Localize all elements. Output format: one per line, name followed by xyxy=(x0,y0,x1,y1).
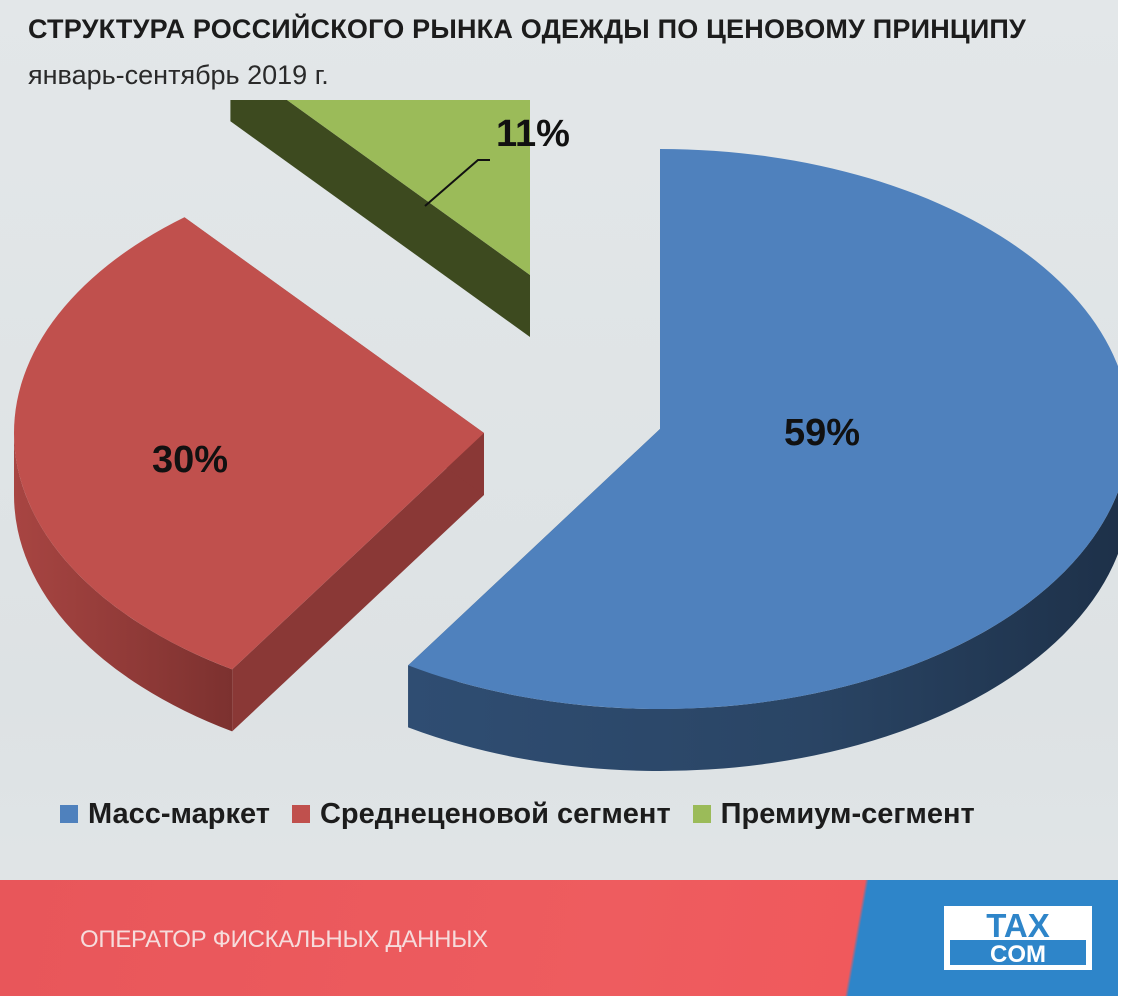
pie-slice xyxy=(13,217,485,670)
taxcom-logo: TAX COM xyxy=(944,906,1092,970)
pie-slice-side xyxy=(408,491,1118,771)
footer-text: ОПЕРАТОР ФИСКАЛЬНЫХ ДАННЫХ xyxy=(80,926,488,953)
pie-data-label: 11% xyxy=(496,113,570,155)
legend-label: Премиум-сегмент xyxy=(720,797,975,830)
pie-data-label: 30% xyxy=(152,439,228,481)
pie-slice-wall xyxy=(232,433,484,732)
logo-text-bottom: COM xyxy=(990,941,1046,968)
legend-label: Среднеценовой сегмент xyxy=(319,797,671,830)
pie-slice xyxy=(408,149,1118,709)
legend-swatch xyxy=(692,805,711,823)
pie-slice-side xyxy=(14,433,233,732)
page-margin xyxy=(1118,0,1136,996)
legend-item-premium: Премиум-сегмент xyxy=(692,797,975,831)
label-leader-line xyxy=(424,159,490,207)
pie-slice xyxy=(286,100,530,275)
chart-subtitle: январь-сентябрь 2019 г. xyxy=(28,60,329,90)
legend-swatch xyxy=(60,805,78,823)
legend-item-mid-price: Среднеценовой сегмент xyxy=(291,797,671,831)
pie-chart: 59% 30% 11% xyxy=(13,100,1118,771)
logo-text-top: TAX xyxy=(986,907,1050,944)
chart-legend: Масс-маркет Среднеценовой сегмент Премиу… xyxy=(60,792,1100,836)
legend-item-mass-market: Масс-маркет xyxy=(60,798,270,831)
pie-slice-wall xyxy=(230,100,530,337)
footer-banner: ОПЕРАТОР ФИСКАЛЬНЫХ ДАННЫХ TAX COM xyxy=(0,880,1118,996)
chart-title: СТРУКТУРА РОССИЙСКОГО РЫНКА ОДЕЖДЫ ПО ЦЕ… xyxy=(28,14,1027,44)
pie-data-label: 59% xyxy=(784,412,860,454)
legend-label: Масс-маркет xyxy=(88,797,270,830)
legend-swatch xyxy=(291,805,310,823)
